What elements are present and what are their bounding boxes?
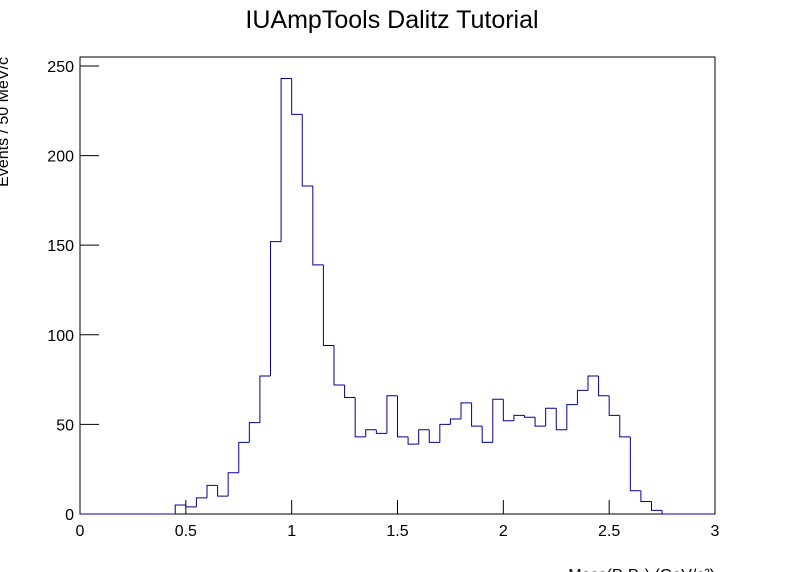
histogram-bin bbox=[534, 417, 546, 427]
histogram-bin bbox=[576, 389, 588, 405]
y-tick-label: 50 bbox=[56, 417, 74, 434]
histogram-bin bbox=[661, 510, 673, 515]
x-tick-label: 1 bbox=[287, 523, 296, 540]
histogram-bin bbox=[227, 472, 239, 497]
histogram-bin bbox=[449, 418, 461, 425]
histogram-bin bbox=[344, 384, 356, 399]
histogram-bin bbox=[587, 375, 599, 391]
histogram-bin bbox=[217, 485, 229, 497]
histogram-bin bbox=[545, 407, 557, 427]
histogram-bin bbox=[312, 186, 324, 266]
histogram-bin bbox=[608, 395, 620, 416]
histogram-bin bbox=[524, 415, 536, 418]
histogram-bin bbox=[185, 505, 197, 508]
histogram-bin bbox=[481, 426, 493, 443]
y-tick-label: 200 bbox=[47, 149, 74, 166]
y-tick-label: 0 bbox=[65, 507, 74, 524]
y-tick-label: 150 bbox=[47, 238, 74, 255]
histogram-bin bbox=[460, 402, 472, 420]
histogram-bin bbox=[598, 376, 610, 397]
histogram-bin bbox=[502, 399, 514, 422]
histogram-bin bbox=[365, 429, 377, 437]
histogram-bin bbox=[629, 436, 641, 492]
histogram-bin bbox=[439, 423, 451, 443]
x-tick-label: 3 bbox=[711, 523, 720, 540]
x-tick-label: 0.5 bbox=[175, 523, 197, 540]
histogram-bin bbox=[238, 441, 250, 473]
x-tick-label: 2.5 bbox=[598, 523, 620, 540]
histogram-bin bbox=[206, 484, 218, 498]
histogram-bin bbox=[322, 264, 334, 347]
histogram-bin bbox=[291, 78, 303, 115]
histogram-bin bbox=[248, 422, 260, 443]
histogram-bin bbox=[397, 395, 409, 438]
histogram-bin bbox=[619, 415, 631, 438]
histogram-bin bbox=[333, 345, 345, 386]
histogram-bin bbox=[428, 429, 440, 443]
histogram-bin bbox=[471, 402, 483, 427]
y-tick-label: 100 bbox=[47, 328, 74, 345]
x-tick-label: 2 bbox=[499, 523, 508, 540]
histogram-bin bbox=[386, 395, 398, 434]
x-axis-label: Mass(P₁P₂) (GeV/c²) bbox=[568, 567, 715, 572]
histogram-bin bbox=[195, 497, 207, 507]
histogram-bin bbox=[354, 397, 366, 438]
histogram-bin bbox=[375, 429, 387, 434]
histogram-bin bbox=[640, 490, 652, 502]
histogram-bin bbox=[418, 429, 430, 445]
chart-title: IUAmpTools Dalitz Tutorial bbox=[245, 6, 538, 34]
histogram-bin bbox=[513, 414, 525, 421]
x-tick-label: 0 bbox=[76, 523, 85, 540]
histogram-bin bbox=[407, 436, 419, 445]
x-tick-label: 1.5 bbox=[386, 523, 408, 540]
y-tick-label: 250 bbox=[47, 59, 74, 76]
histogram-bin bbox=[566, 404, 578, 430]
histogram-bin bbox=[555, 408, 567, 431]
y-axis-label: Events / 50 MeV/c bbox=[0, 57, 12, 187]
histogram-bin bbox=[270, 241, 282, 377]
histogram-bin bbox=[492, 398, 504, 443]
histogram-bin bbox=[174, 504, 186, 514]
histogram-bin bbox=[280, 78, 292, 242]
histogram-bin bbox=[259, 375, 271, 423]
histogram-bin bbox=[651, 501, 663, 511]
histogram-bin bbox=[301, 114, 313, 187]
